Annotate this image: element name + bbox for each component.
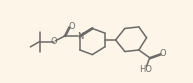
Text: O: O	[50, 37, 57, 46]
Text: O: O	[68, 22, 75, 31]
Text: HO: HO	[139, 65, 152, 74]
Text: N: N	[77, 32, 83, 41]
Text: O: O	[160, 49, 166, 58]
